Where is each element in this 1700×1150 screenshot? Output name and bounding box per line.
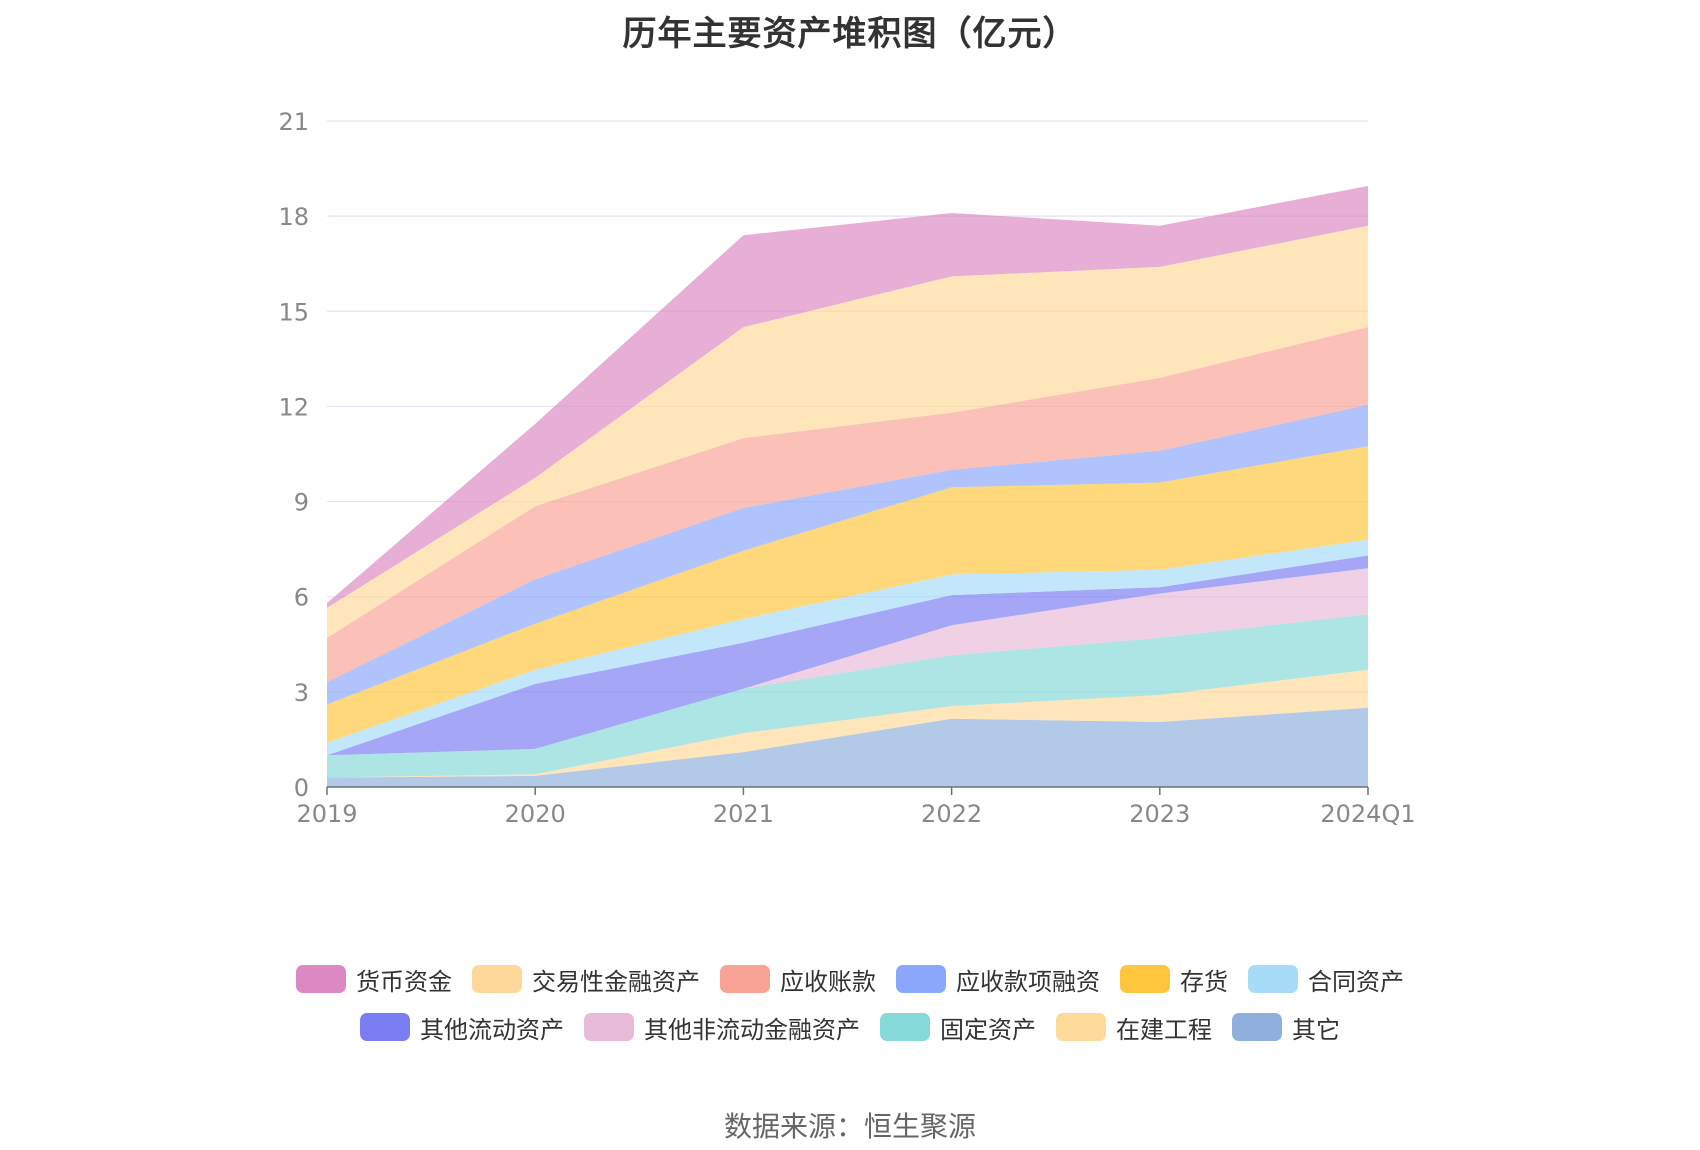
legend-label: 应收账款 <box>780 967 876 996</box>
legend-item[interactable]: 其它 <box>1232 1010 1340 1045</box>
legend-item[interactable]: 合同资产 <box>1248 962 1404 997</box>
legend-swatch <box>1056 1013 1106 1041</box>
legend: 货币资金 交易性金融资产 应收账款 应收款项融资 存货 合同资产 其他流动资产 其他非流动金… <box>0 955 1700 1051</box>
legend-swatch <box>1232 1013 1282 1041</box>
legend-label: 应收款项融资 <box>956 967 1100 996</box>
legend-label: 交易性金融资产 <box>532 967 700 996</box>
y-tick-label: 12 <box>278 393 309 421</box>
area-在建工程 <box>327 669 1368 778</box>
legend-swatch <box>360 1013 410 1041</box>
x-tick-label: 2021 <box>713 800 774 828</box>
legend-item[interactable]: 应收账款 <box>720 962 876 997</box>
area-其他非流动金融资产 <box>327 568 1368 756</box>
area-series <box>327 186 1368 787</box>
legend-item[interactable]: 其他非流动金融资产 <box>584 1010 860 1045</box>
x-tick-label: 2020 <box>505 800 566 828</box>
area-其它 <box>327 707 1368 787</box>
legend-swatch <box>472 965 522 993</box>
stacked-area-chart: 0 3 6 9 12 15 18 21 2019 2020 2021 2022 2023 2024Q1 <box>278 108 1415 828</box>
legend-item[interactable]: 应收款项融资 <box>896 962 1100 997</box>
x-tick-label: 2022 <box>921 800 982 828</box>
x-tick-label: 2024Q1 <box>1320 800 1415 828</box>
area-其他流动资产 <box>327 555 1368 756</box>
legend-item[interactable]: 货币资金 <box>296 962 452 997</box>
legend-swatch <box>584 1013 634 1041</box>
legend-row: 其他流动资产 其他非流动金融资产 固定资产 在建工程 其它 <box>0 1003 1700 1051</box>
x-tick-label: 2023 <box>1129 800 1190 828</box>
legend-label: 在建工程 <box>1116 1015 1212 1044</box>
area-货币资金 <box>327 186 1368 608</box>
data-source-note: 数据来源：恒生聚源 <box>723 1110 976 1143</box>
area-固定资产 <box>327 614 1368 778</box>
chart-title: 历年主要资产堆积图（亿元） <box>622 14 1078 54</box>
legend-label: 固定资产 <box>940 1015 1036 1044</box>
legend-item[interactable]: 交易性金融资产 <box>472 962 700 997</box>
y-tick-label: 21 <box>278 108 309 136</box>
legend-item[interactable]: 存货 <box>1120 962 1228 997</box>
legend-item[interactable]: 在建工程 <box>1056 1010 1212 1045</box>
area-合同资产 <box>327 539 1368 756</box>
legend-label: 合同资产 <box>1308 967 1404 996</box>
legend-label: 存货 <box>1180 967 1228 996</box>
legend-label: 货币资金 <box>356 967 452 996</box>
y-tick-label: 9 <box>294 489 309 517</box>
y-tick-label: 15 <box>278 298 309 326</box>
y-tick-label: 0 <box>294 774 309 802</box>
area-存货 <box>327 446 1368 743</box>
area-应收账款 <box>327 327 1368 683</box>
legend-item[interactable]: 固定资产 <box>880 1010 1036 1045</box>
y-tick-label: 3 <box>294 679 309 707</box>
y-tick-label: 6 <box>294 584 309 612</box>
legend-swatch <box>896 965 946 993</box>
legend-swatch <box>880 1013 930 1041</box>
axes: 0 3 6 9 12 15 18 21 2019 2020 2021 2022 2023 2024Q1 <box>278 108 1415 828</box>
legend-swatch <box>720 965 770 993</box>
legend-swatch <box>1120 965 1170 993</box>
legend-label: 其它 <box>1292 1015 1340 1044</box>
legend-row: 货币资金 交易性金融资产 应收账款 应收款项融资 存货 合同资产 <box>0 955 1700 1003</box>
area-交易性金融资产 <box>327 225 1368 638</box>
legend-label: 其他流动资产 <box>420 1015 564 1044</box>
legend-swatch <box>296 965 346 993</box>
x-tick-label: 2019 <box>296 800 357 828</box>
legend-label: 其他非流动金融资产 <box>644 1015 860 1044</box>
legend-swatch <box>1248 965 1298 993</box>
y-tick-label: 18 <box>278 203 309 231</box>
legend-item[interactable]: 其他流动资产 <box>360 1010 564 1045</box>
area-应收款项融资 <box>327 404 1368 705</box>
